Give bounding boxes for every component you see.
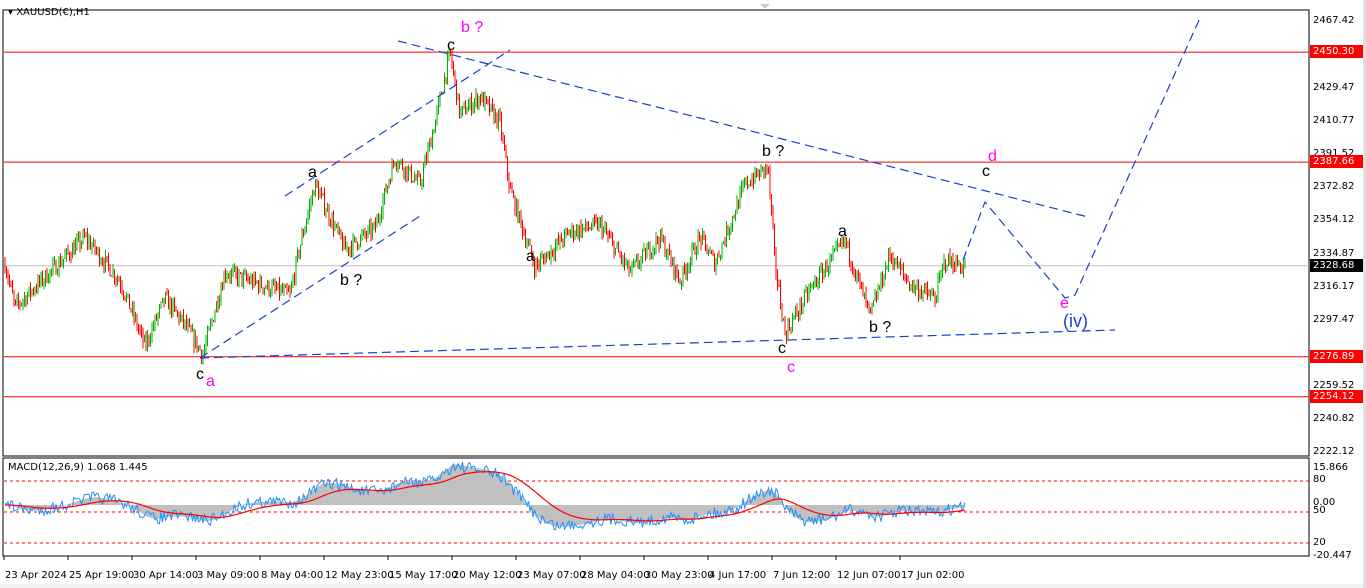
signal-line: [4, 471, 966, 522]
wave-label-e: e: [1060, 295, 1069, 312]
price-tick: 2259.52: [1313, 380, 1355, 392]
price-tag: 2450.30: [1310, 45, 1363, 59]
price-tick: 2297.47: [1313, 313, 1355, 325]
wave-trendlines: [199, 17, 1201, 359]
time-label: 30 Apr 14:00: [133, 570, 199, 581]
horizontal-scrollbar[interactable]: [0, 584, 1366, 588]
wave-label-cm: c: [982, 163, 990, 180]
price-tick: 2334.87: [1313, 247, 1355, 259]
macd-tick: 20: [1313, 537, 1326, 548]
window-edge: [1363, 0, 1366, 588]
macd-line: [4, 461, 966, 531]
price-tag: 2254.12: [1310, 389, 1363, 403]
wave-label-bq3: b ?: [869, 319, 892, 336]
time-label: 8 May 04:00: [261, 570, 324, 581]
wave-label-c3: c: [778, 340, 786, 357]
channel-upper: [284, 49, 511, 197]
wave-label-c1: c: [196, 366, 204, 383]
wave-label-b1: b ?: [461, 19, 484, 36]
price-tag: 2387.66: [1310, 155, 1363, 169]
macd-tick: -20.447: [1313, 550, 1352, 561]
wave-label-bq: b ?: [340, 272, 363, 289]
price-tick: 2467.42: [1313, 15, 1355, 26]
wave-label-a2: a: [206, 373, 215, 390]
macd-tick: 0.00: [1313, 497, 1336, 508]
wave-label-a1: a: [308, 164, 317, 181]
time-label: 12 Jun 07:00: [837, 570, 901, 581]
price-tag: 2276.89: [1310, 349, 1363, 363]
price-tick: 2410.77: [1313, 114, 1355, 126]
time-label: 25 Apr 19:00: [69, 570, 135, 581]
macd-label: MACD(12,26,9) 1.068 1.445: [8, 462, 148, 473]
price-tick: 2429.47: [1313, 81, 1355, 93]
macd-tick: 80: [1313, 474, 1326, 485]
wave-label-a3: a: [526, 248, 535, 265]
dropdown-arrow-icon[interactable]: ▾: [8, 7, 17, 18]
time-label: 7 Jun 12:00: [773, 570, 831, 581]
channel-lower: [199, 215, 421, 359]
macd-pane-border: [2, 457, 1310, 557]
price-tick: 2354.12: [1313, 214, 1355, 226]
time-label: 17 Jun 02:00: [901, 570, 965, 581]
wave-label-c4: c: [787, 359, 795, 376]
macd-histogram: [5, 464, 965, 527]
wave-label-d: d: [988, 148, 997, 165]
shift-marker-icon[interactable]: [760, 4, 770, 9]
price-tick: 2372.82: [1313, 181, 1355, 193]
upper-trendline: [397, 40, 1089, 218]
price-tick: 2222.12: [1313, 445, 1355, 457]
price-tick: 2240.82: [1313, 413, 1355, 425]
macd-tick: 50: [1313, 505, 1326, 516]
wave-label-c2: c: [447, 37, 455, 54]
time-label: 4 Jun 17:00: [709, 570, 767, 581]
price-tick: 2316.17: [1313, 280, 1355, 292]
wave-label-a4: a: [838, 223, 847, 240]
time-label: 23 May 07:00: [517, 570, 586, 581]
symbol-title: ▾ XAUUSD(€),H1: [8, 7, 90, 18]
time-label: 15 May 17:00: [389, 570, 458, 581]
time-label: 3 May 09:00: [197, 570, 260, 581]
time-label: 23 Apr 2024: [5, 570, 67, 581]
lower-trendline: [199, 329, 1116, 359]
price-tag: 2328.68: [1310, 258, 1363, 272]
time-label: 12 May 23:00: [325, 570, 394, 581]
time-label: 30 May 23:00: [645, 570, 714, 581]
main-pane-border: [2, 9, 1310, 457]
wave-label-bq2: b ?: [762, 143, 785, 160]
macd-tick: 15.866: [1313, 462, 1348, 473]
projection-path: [962, 17, 1201, 299]
price-tick: 2391.52: [1313, 148, 1355, 160]
time-label: 20 May 12:00: [453, 570, 522, 581]
time-label: 28 May 04:00: [581, 570, 650, 581]
wave-label-iv: (iv): [1063, 311, 1088, 331]
